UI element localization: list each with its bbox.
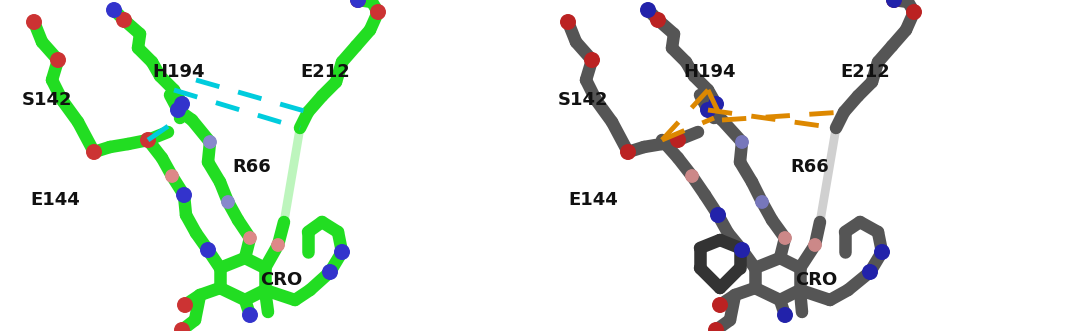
Circle shape (175, 97, 189, 111)
Circle shape (27, 15, 41, 29)
Circle shape (651, 13, 665, 27)
Circle shape (244, 232, 256, 244)
Circle shape (171, 103, 186, 117)
Circle shape (701, 103, 715, 117)
Circle shape (117, 13, 132, 27)
Circle shape (907, 5, 921, 19)
Circle shape (323, 265, 337, 279)
Circle shape (584, 53, 599, 67)
Circle shape (166, 170, 178, 182)
Text: S142: S142 (22, 91, 72, 109)
Circle shape (370, 5, 386, 19)
Circle shape (875, 245, 889, 259)
Circle shape (756, 196, 768, 208)
Circle shape (734, 243, 750, 257)
Circle shape (86, 145, 102, 159)
Circle shape (177, 188, 191, 202)
Circle shape (351, 0, 365, 7)
Text: R66: R66 (232, 158, 271, 176)
Circle shape (335, 245, 349, 259)
Text: E212: E212 (840, 63, 890, 81)
Text: S142: S142 (558, 91, 608, 109)
Circle shape (735, 136, 748, 148)
Circle shape (351, 0, 365, 7)
Circle shape (201, 243, 215, 257)
Circle shape (621, 145, 635, 159)
Circle shape (107, 3, 121, 17)
Circle shape (809, 239, 821, 251)
Circle shape (204, 136, 216, 148)
Text: CRO: CRO (260, 271, 302, 289)
Circle shape (561, 15, 576, 29)
Text: E144: E144 (568, 191, 618, 209)
Text: H194: H194 (152, 63, 204, 81)
Circle shape (708, 97, 724, 111)
Circle shape (272, 239, 284, 251)
Circle shape (671, 133, 686, 147)
Circle shape (243, 308, 257, 322)
Circle shape (708, 323, 724, 331)
Circle shape (863, 265, 877, 279)
Circle shape (887, 0, 902, 7)
Circle shape (779, 232, 792, 244)
Circle shape (51, 53, 65, 67)
Circle shape (178, 298, 192, 312)
Circle shape (221, 196, 234, 208)
Circle shape (778, 308, 793, 322)
Circle shape (713, 298, 727, 312)
Text: E212: E212 (300, 63, 350, 81)
Circle shape (711, 208, 726, 222)
Circle shape (640, 3, 656, 17)
Circle shape (686, 170, 698, 182)
Circle shape (140, 133, 156, 147)
Circle shape (175, 323, 189, 331)
Circle shape (887, 0, 902, 7)
Text: R66: R66 (789, 158, 828, 176)
Text: H194: H194 (683, 63, 735, 81)
Text: E144: E144 (30, 191, 80, 209)
Text: CRO: CRO (795, 271, 837, 289)
